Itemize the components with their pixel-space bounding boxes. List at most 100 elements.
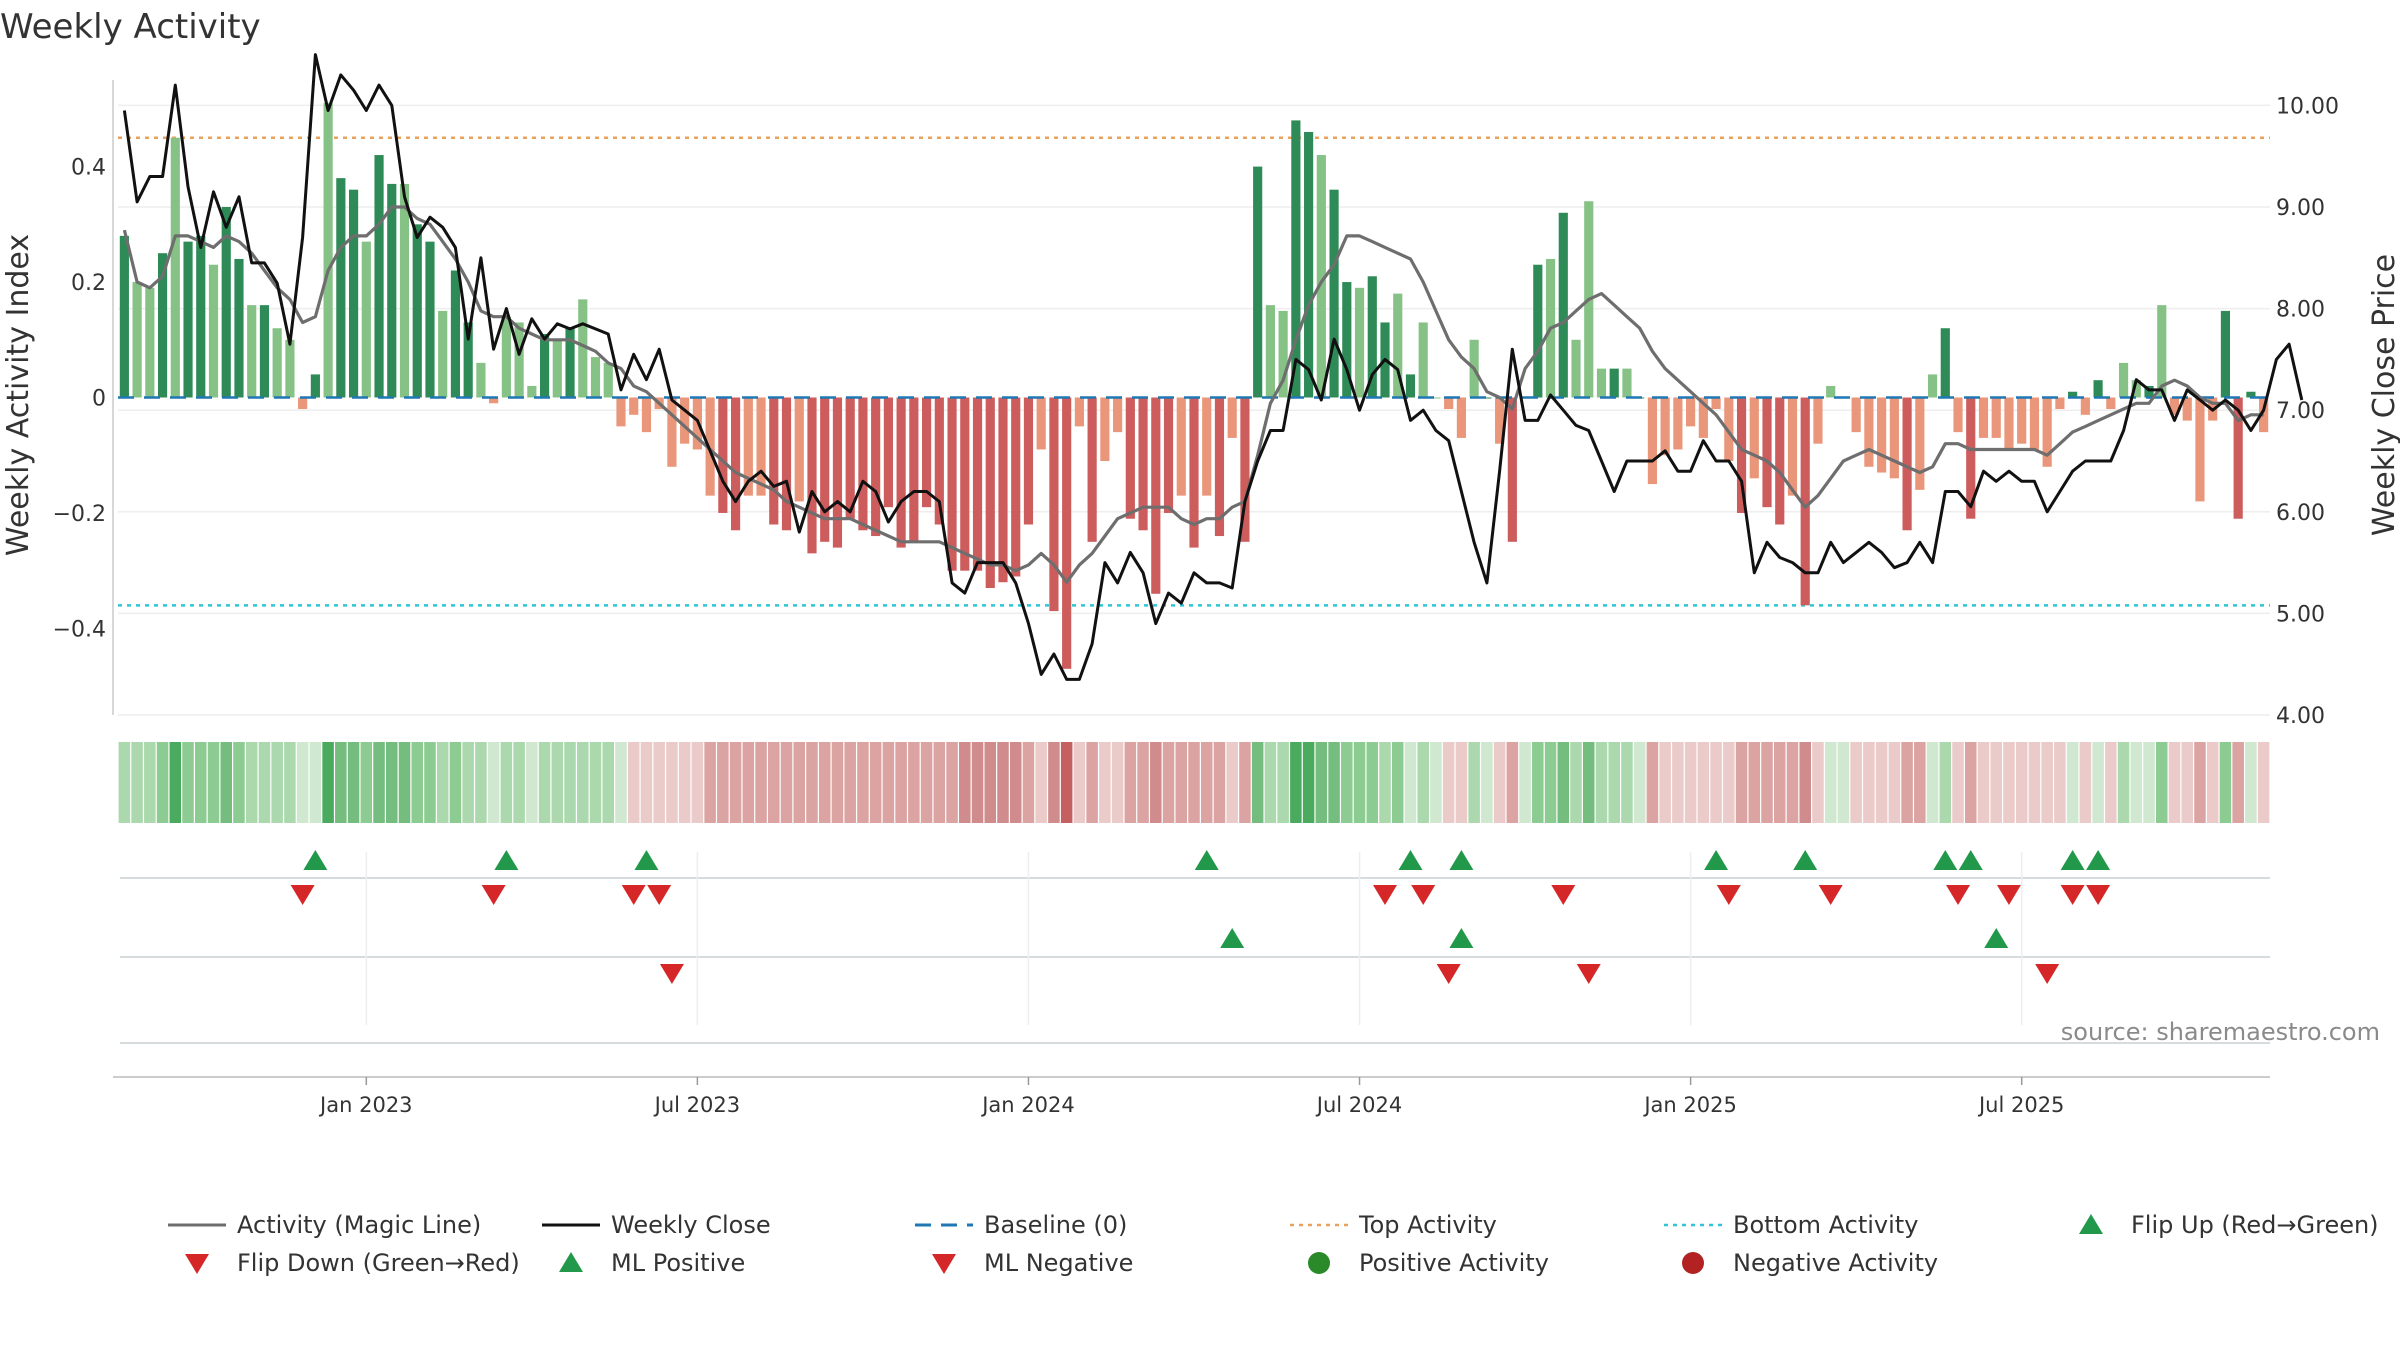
- heat-strip-cell: [678, 742, 691, 823]
- activity-bar: [323, 103, 333, 398]
- ml-positive-marker: [1984, 928, 2009, 948]
- heat-strip-cell: [768, 742, 780, 823]
- activity-bar: [934, 397, 944, 525]
- heat-strip-cell: [386, 742, 398, 823]
- flip-up-marker: [1958, 850, 1983, 870]
- activity-bar: [705, 397, 715, 496]
- activity-bar: [680, 397, 690, 444]
- heat-strip-cell: [1341, 742, 1353, 823]
- legend-label: Bottom Activity: [1733, 1211, 1918, 1239]
- heat-strip-cell: [627, 742, 640, 823]
- activity-bar: [1062, 397, 1072, 669]
- activity-bar: [590, 357, 601, 398]
- heat-strip-cell: [1888, 742, 1901, 823]
- heat-strip-cell: [2206, 742, 2219, 823]
- activity-bar: [718, 397, 728, 513]
- legend-label: Baseline (0): [984, 1211, 1127, 1239]
- activity-bar: [1724, 397, 1734, 461]
- activity-bar: [603, 362, 613, 398]
- y-right-tick-label: 10.00: [2276, 94, 2339, 119]
- heat-strip-cell: [2066, 742, 2079, 823]
- heat-strip-cell: [780, 742, 793, 823]
- heat-strip-cell: [1570, 742, 1582, 823]
- flip-down-marker: [1551, 885, 1576, 905]
- activity-bar: [1240, 397, 1250, 542]
- activity-bar: [1686, 397, 1696, 427]
- activity-bar: [1915, 397, 1925, 490]
- heat-strip-cell: [1239, 742, 1251, 823]
- flip-down-marker: [481, 885, 506, 905]
- activity-bar: [1253, 166, 1263, 398]
- y-right-tick-label: 6.00: [2276, 501, 2325, 526]
- heat-strip-cell: [2143, 742, 2155, 823]
- heat-strip-cell: [1773, 742, 1786, 823]
- activity-bar: [438, 310, 448, 398]
- heat-strip-cell: [1621, 742, 1633, 823]
- heat-strip-cell: [1251, 742, 1264, 823]
- heat-strip-cell: [347, 742, 360, 823]
- flip-up-marker: [2060, 850, 2085, 870]
- heat-strip-cell: [1659, 742, 1671, 823]
- legend-label: ML Positive: [611, 1249, 745, 1277]
- heat-strip-cell: [1455, 742, 1468, 823]
- activity-bar: [883, 397, 893, 508]
- heat-strip-cell: [1633, 742, 1646, 823]
- heat-strip-cell: [1277, 742, 1289, 823]
- activity-bar: [374, 155, 384, 398]
- activity-bar: [1826, 385, 1836, 398]
- activity-bar: [616, 397, 626, 427]
- activity-bar: [1202, 397, 1212, 496]
- flip-down-marker: [290, 885, 315, 905]
- activity-bar: [132, 282, 142, 398]
- x-tick-label: Jul 2025: [1977, 1093, 2064, 1117]
- heat-strip-cell: [933, 742, 946, 823]
- activity-bar: [196, 235, 206, 398]
- heat-strip-cell: [818, 742, 831, 823]
- activity-bar: [2080, 397, 2090, 415]
- heat-strip-cell: [831, 742, 844, 823]
- activity-bar: [1125, 397, 1135, 519]
- heat-strip-cell: [526, 742, 538, 823]
- weekly-close-line: [122, 53, 2304, 681]
- heat-strip-cell: [2028, 742, 2041, 823]
- legend-swatch-triangle-up: [2079, 1214, 2103, 1234]
- heat-strip-cell: [691, 742, 704, 823]
- activity-bar: [1482, 397, 1492, 399]
- heat-strip-cell: [1697, 742, 1710, 823]
- flip-up-marker: [1398, 850, 1423, 870]
- heat-strip-cell: [1863, 742, 1875, 823]
- activity-bar: [2118, 362, 2129, 398]
- activity-bar: [1113, 397, 1123, 433]
- heat-strip-cell: [704, 742, 716, 823]
- heat-strip-cell: [2003, 742, 2015, 823]
- heat-strip-cell: [895, 742, 907, 823]
- heat-strip-cell: [882, 742, 895, 823]
- heat-strip-cell: [577, 742, 589, 823]
- heat-strip-cell: [309, 742, 322, 823]
- heat-strip-cell: [1430, 742, 1442, 823]
- activity-bar: [2106, 397, 2116, 410]
- activity-bar: [1902, 397, 1912, 531]
- heat-strip-cell: [2181, 742, 2193, 823]
- heat-strip-cell: [1200, 742, 1213, 823]
- heat-strip-cell: [2245, 742, 2257, 823]
- x-axis: Jan 2023 Jul 2023 Jan 2024 Jul 2024 Jan 2025…: [113, 1076, 2270, 1117]
- heat-strip-cell: [564, 742, 576, 823]
- activity-bar: [858, 397, 868, 531]
- activity-bar: [871, 397, 881, 537]
- activity-bar: [157, 253, 168, 398]
- y-right-tick-label: 4.00: [2276, 704, 2325, 729]
- activity-bar: [450, 270, 461, 398]
- heat-strip-cell: [2155, 742, 2168, 823]
- ml-positive-marker: [1449, 928, 1474, 948]
- activity-bar: [731, 397, 741, 531]
- legend: Activity (Magic Line) Weekly Close Baselin…: [168, 1211, 2379, 1277]
- reference-lines: [118, 136, 2270, 607]
- heat-strip-cell: [1595, 742, 1608, 823]
- heat-strip-cell: [742, 742, 755, 823]
- activity-bar: [247, 305, 257, 398]
- heat-strip-cell: [1302, 742, 1315, 823]
- heat-strip-cell: [1901, 742, 1913, 823]
- heat-strip-cell: [436, 742, 449, 823]
- heat-strip-cell: [2041, 742, 2053, 823]
